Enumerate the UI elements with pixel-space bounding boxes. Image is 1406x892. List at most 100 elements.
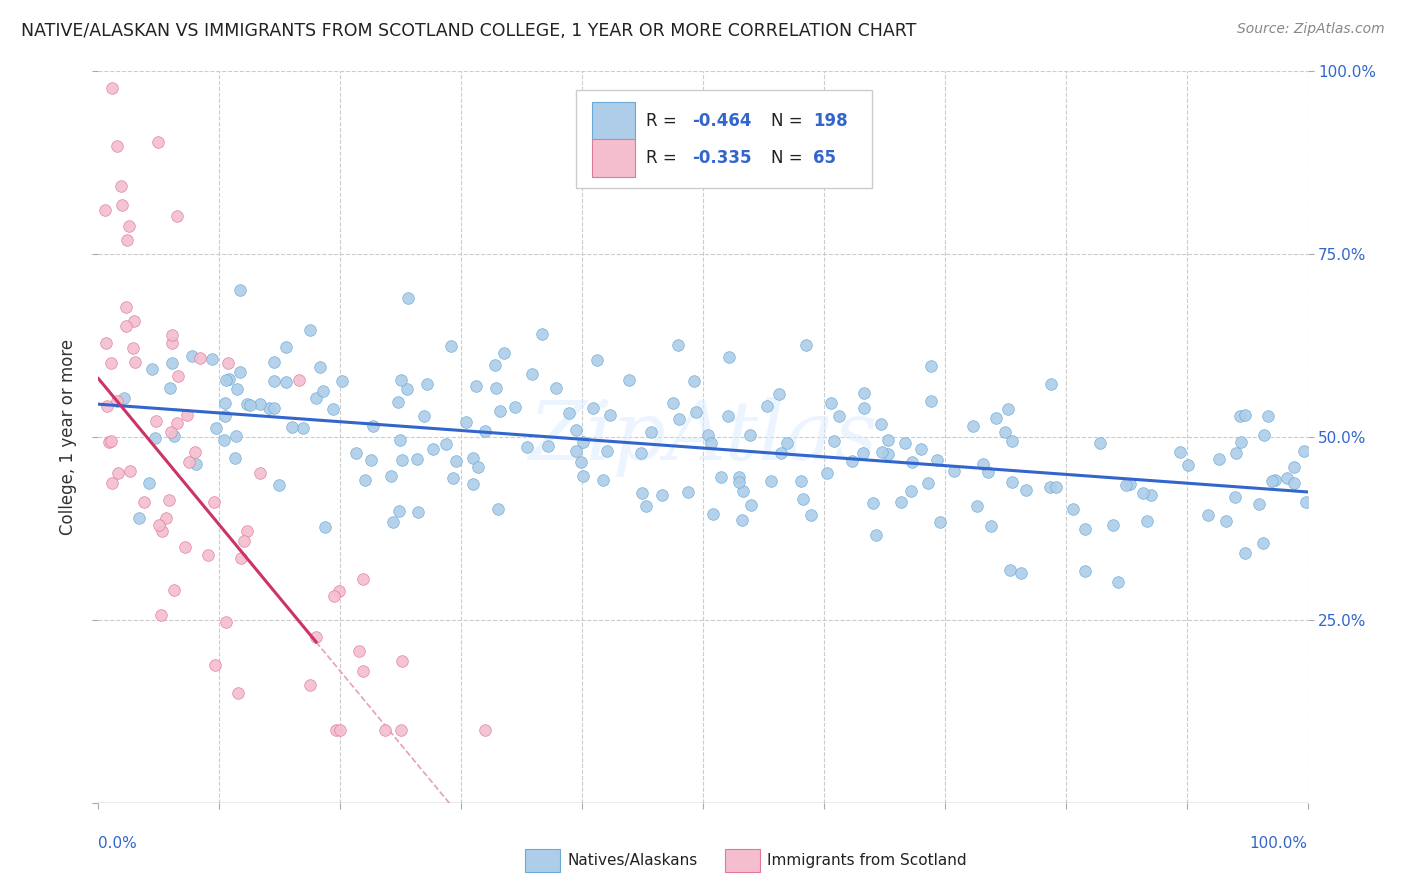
Point <box>148 518 170 533</box>
Point <box>128 511 150 525</box>
Point <box>696 428 718 442</box>
Point <box>486 502 509 516</box>
Point <box>143 431 166 445</box>
Text: ZipAtlas: ZipAtlas <box>529 397 877 477</box>
Point <box>184 445 207 459</box>
Point <box>444 453 467 467</box>
Point <box>1177 458 1199 472</box>
Point <box>678 484 700 499</box>
Point <box>776 435 799 450</box>
Point <box>662 396 685 410</box>
Point <box>494 346 516 360</box>
Point <box>205 421 228 435</box>
Point <box>467 459 489 474</box>
Point <box>162 582 184 597</box>
Point <box>96 399 118 413</box>
Point <box>454 416 477 430</box>
Text: 100.0%: 100.0% <box>1250 836 1308 851</box>
Point <box>226 382 249 396</box>
Text: 65: 65 <box>813 149 837 167</box>
Point <box>162 356 184 370</box>
Point <box>406 452 429 467</box>
Point <box>391 654 413 668</box>
Point <box>353 664 375 678</box>
Point <box>727 470 749 484</box>
Text: N =: N = <box>770 112 807 130</box>
Point <box>353 473 375 487</box>
Point <box>1073 522 1095 536</box>
Point <box>441 471 464 485</box>
Point <box>520 368 543 382</box>
Point <box>118 219 141 234</box>
Point <box>503 400 526 414</box>
Point <box>188 351 211 365</box>
Point <box>484 358 506 372</box>
Point <box>212 433 235 447</box>
Point <box>229 284 252 298</box>
Point <box>229 365 252 379</box>
Point <box>976 466 998 480</box>
Point <box>305 391 328 405</box>
Point <box>434 437 457 451</box>
Point <box>344 446 367 460</box>
Point <box>870 444 893 458</box>
Point <box>167 369 190 384</box>
Point <box>232 534 254 549</box>
Point <box>516 440 538 454</box>
Point <box>485 381 508 395</box>
Point <box>323 589 346 603</box>
FancyBboxPatch shape <box>724 849 759 872</box>
Point <box>157 492 180 507</box>
Point <box>966 499 988 513</box>
Point <box>1001 475 1024 489</box>
Point <box>1107 574 1129 589</box>
FancyBboxPatch shape <box>576 90 872 188</box>
Text: 0.0%: 0.0% <box>98 836 138 851</box>
Point <box>124 355 146 369</box>
Point <box>769 446 792 460</box>
Point <box>617 373 640 387</box>
Point <box>592 473 614 487</box>
Point <box>794 338 817 352</box>
Point <box>1251 536 1274 550</box>
Point <box>214 396 236 410</box>
Point <box>287 373 309 387</box>
Point <box>790 474 813 488</box>
Point <box>820 396 842 410</box>
Point <box>901 455 924 469</box>
Point <box>224 450 246 465</box>
Point <box>413 409 436 424</box>
Point <box>110 179 132 194</box>
Point <box>852 446 875 460</box>
Point <box>145 415 167 429</box>
Point <box>249 466 271 480</box>
Point <box>474 723 496 737</box>
Point <box>159 381 181 395</box>
Point <box>353 572 375 586</box>
Point <box>546 380 568 394</box>
Point <box>894 436 917 450</box>
Point <box>231 550 253 565</box>
Point <box>828 409 851 424</box>
Point <box>1136 515 1159 529</box>
Point <box>1115 478 1137 492</box>
Point <box>305 630 328 644</box>
Point <box>925 453 948 467</box>
Point <box>236 524 259 538</box>
Point <box>218 372 240 386</box>
Point <box>155 510 177 524</box>
Point <box>1253 428 1275 442</box>
Point <box>1000 562 1022 576</box>
Point <box>571 469 593 483</box>
Point <box>1101 517 1123 532</box>
Point <box>1247 497 1270 511</box>
Point <box>920 359 942 374</box>
Point <box>110 197 132 211</box>
Point <box>138 475 160 490</box>
Point <box>1275 471 1298 485</box>
Point <box>163 429 186 443</box>
Point <box>422 442 444 456</box>
Point <box>202 495 225 509</box>
Point <box>1015 483 1038 498</box>
Point <box>184 457 207 471</box>
